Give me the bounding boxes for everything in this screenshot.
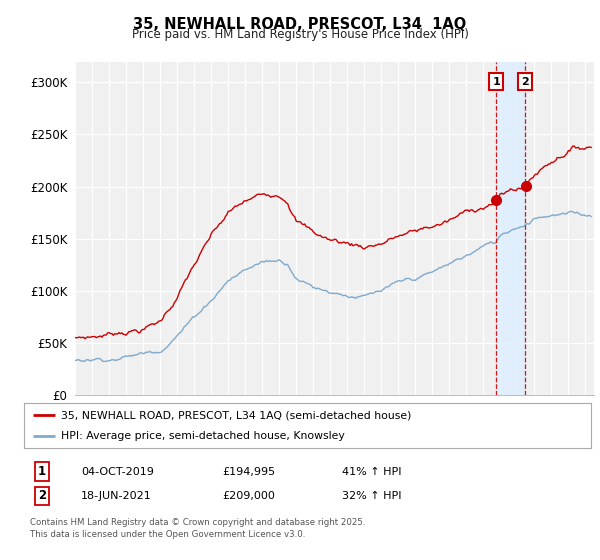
Text: 2: 2	[38, 489, 46, 502]
Text: 18-JUN-2021: 18-JUN-2021	[81, 491, 152, 501]
Text: £194,995: £194,995	[222, 466, 275, 477]
Text: 35, NEWHALL ROAD, PRESCOT, L34  1AQ: 35, NEWHALL ROAD, PRESCOT, L34 1AQ	[133, 17, 467, 32]
Text: 04-OCT-2019: 04-OCT-2019	[81, 466, 154, 477]
Text: 1: 1	[493, 77, 500, 87]
Text: £209,000: £209,000	[222, 491, 275, 501]
Bar	[496, 62, 525, 395]
Text: Contains HM Land Registry data © Crown copyright and database right 2025.
This d: Contains HM Land Registry data © Crown c…	[30, 518, 365, 539]
Text: 35, NEWHALL ROAD, PRESCOT, L34 1AQ (semi-detached house): 35, NEWHALL ROAD, PRESCOT, L34 1AQ (semi…	[61, 410, 411, 421]
Text: 41% ↑ HPI: 41% ↑ HPI	[342, 466, 401, 477]
Text: 32% ↑ HPI: 32% ↑ HPI	[342, 491, 401, 501]
Text: Price paid vs. HM Land Registry's House Price Index (HPI): Price paid vs. HM Land Registry's House …	[131, 28, 469, 41]
Text: 2: 2	[521, 77, 529, 87]
Text: 1: 1	[38, 465, 46, 478]
Text: HPI: Average price, semi-detached house, Knowsley: HPI: Average price, semi-detached house,…	[61, 431, 344, 441]
